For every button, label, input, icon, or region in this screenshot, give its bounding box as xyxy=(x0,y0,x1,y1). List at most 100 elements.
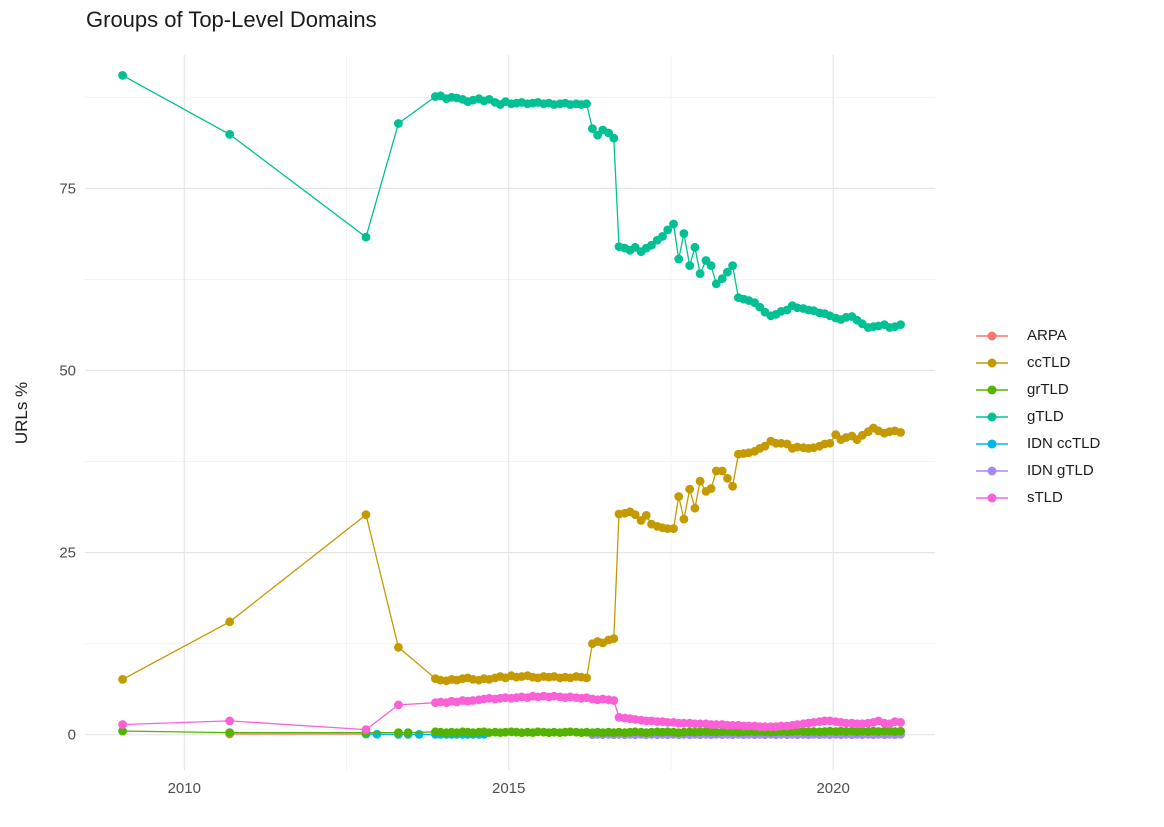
data-point-grtld xyxy=(394,728,403,737)
series-cctld xyxy=(118,423,905,686)
series-arpa xyxy=(225,729,371,739)
legend-key-cctld-icon xyxy=(976,358,1008,367)
data-point-stld xyxy=(225,716,235,726)
data-point-cctld xyxy=(760,441,770,451)
data-point-cctld xyxy=(609,634,619,643)
legend-key-stld-icon xyxy=(976,493,1008,502)
data-point-grtld xyxy=(896,726,905,736)
data-point-grtld xyxy=(118,726,127,736)
legend-key-dot xyxy=(987,466,997,475)
data-point-cctld xyxy=(118,675,127,684)
legend-key-dot xyxy=(987,439,997,448)
data-point-gtld xyxy=(723,267,732,277)
data-point-grtld xyxy=(403,728,413,737)
data-point-stld xyxy=(394,700,403,710)
y-tick-label: 25 xyxy=(59,545,76,562)
legend-key-dot xyxy=(987,493,997,502)
x-tick-label: 2015 xyxy=(492,780,525,797)
legend-key-arpa-icon xyxy=(976,331,1008,340)
legend-key-dot xyxy=(987,385,997,394)
data-point-stld xyxy=(118,720,127,729)
data-point-gtld xyxy=(728,261,737,270)
grid-layer xyxy=(85,55,935,770)
data-point-gtld xyxy=(582,99,591,109)
data-point-cctld xyxy=(394,642,403,652)
series-gtld xyxy=(118,71,905,332)
data-point-gtld xyxy=(669,219,678,229)
data-point-gtld xyxy=(647,240,656,250)
y-axis-title: URLs % xyxy=(12,382,31,444)
legend-item-idn-cctld: IDN ccTLD xyxy=(975,430,1100,457)
data-point-grtld xyxy=(225,728,235,737)
data-point-gtld xyxy=(225,130,235,139)
legend-key-gtld-icon xyxy=(976,412,1008,421)
legend-key-idn-gtld-icon xyxy=(976,466,1008,475)
data-point-gtld xyxy=(394,119,403,128)
legend-item-grtld: grTLD xyxy=(975,376,1100,403)
chart-title: Groups of Top-Level Domains xyxy=(86,7,377,32)
data-point-cctld xyxy=(728,481,737,491)
data-point-gtld xyxy=(118,71,127,80)
data-point-cctld xyxy=(361,510,371,520)
x-tick-label: 2010 xyxy=(168,780,201,797)
x-tick-label: 2020 xyxy=(816,780,849,797)
data-point-cctld xyxy=(641,511,651,520)
legend-label: grTLD xyxy=(1027,381,1069,398)
y-tick-label: 50 xyxy=(59,362,76,379)
data-point-cctld xyxy=(825,438,835,448)
axis-layer: 0 25 50 75 2010 2015 2020 xyxy=(59,180,850,797)
legend-item-arpa: ARPA xyxy=(975,322,1100,349)
y-tick-label: 0 xyxy=(68,727,76,744)
data-point-gtld xyxy=(609,133,619,143)
legend-label: gTLD xyxy=(1027,408,1064,425)
legend-label: sTLD xyxy=(1027,489,1063,506)
data-point-gtld xyxy=(896,320,905,329)
data-point-cctld xyxy=(674,492,684,501)
legend-label: IDN ccTLD xyxy=(1027,435,1101,452)
legend-item-stld: sTLD xyxy=(975,484,1100,511)
data-point-gtld xyxy=(711,279,721,289)
legend-key-dot xyxy=(987,412,997,421)
data-point-gtld xyxy=(695,269,705,278)
data-point-cctld xyxy=(717,466,727,476)
legend-label: ARPA xyxy=(1027,327,1067,344)
legend-key-dot xyxy=(987,331,997,340)
data-point-gtld xyxy=(663,225,673,235)
data-point-gtld xyxy=(706,261,716,270)
series-line-gtld xyxy=(122,74,901,329)
data-point-cctld xyxy=(695,476,705,486)
data-point-gtld xyxy=(679,229,689,238)
data-point-gtld xyxy=(361,232,371,242)
data-point-gtld xyxy=(658,232,667,241)
data-point-stld xyxy=(361,725,371,734)
data-point-idn-cctld xyxy=(372,729,382,739)
data-point-cctld xyxy=(723,473,732,483)
data-point-cctld xyxy=(706,484,716,493)
data-point-cctld xyxy=(582,673,591,683)
data-point-cctld xyxy=(630,510,640,520)
series-stld xyxy=(118,691,905,734)
data-point-gtld xyxy=(674,254,684,264)
legend-key-dot xyxy=(987,358,997,367)
legend-key-idn-cctld-icon xyxy=(976,439,1008,448)
data-point-cctld xyxy=(679,514,689,524)
data-point-cctld xyxy=(225,617,235,627)
data-point-gtld xyxy=(690,242,700,252)
legend-key-grtld-icon xyxy=(976,385,1008,394)
data-point-idn-cctld xyxy=(414,730,424,739)
legend-label: IDN gTLD xyxy=(1027,462,1094,479)
data-point-stld xyxy=(609,696,619,705)
legend: ARPA ccTLD grTLD gTLD IDN ccTLD IDN gTLD sTLD xyxy=(975,322,1100,511)
data-point-gtld xyxy=(717,274,727,284)
series-layer xyxy=(118,71,905,740)
data-point-cctld xyxy=(690,503,700,513)
data-point-cctld xyxy=(669,524,678,533)
series-line-cctld xyxy=(122,427,901,682)
data-point-gtld xyxy=(685,261,695,270)
data-point-cctld xyxy=(685,484,695,494)
y-tick-label: 75 xyxy=(59,180,76,197)
legend-item-idn-gtld: IDN gTLD xyxy=(975,457,1100,484)
data-point-cctld xyxy=(896,428,905,437)
